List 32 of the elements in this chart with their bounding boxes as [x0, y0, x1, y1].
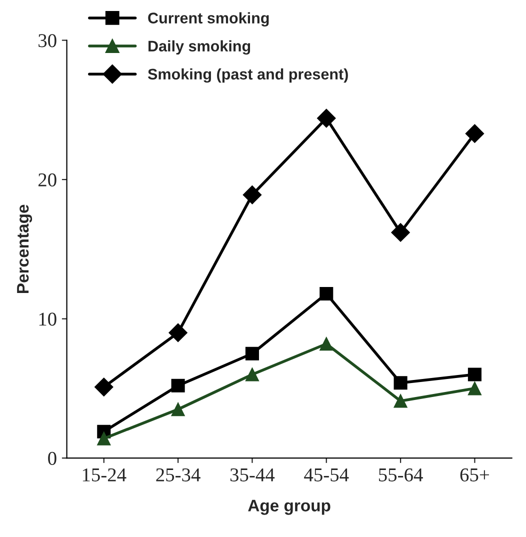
point	[94, 378, 114, 396]
y-tick-label: 30	[38, 34, 56, 48]
x-tick-label: 15-24	[82, 468, 126, 482]
point	[171, 378, 185, 392]
point	[320, 337, 334, 351]
point	[468, 382, 482, 396]
point	[245, 346, 259, 360]
point	[168, 323, 188, 342]
legend-label: Daily smoking	[148, 40, 250, 55]
legend-label: Smoking (past and present)	[148, 68, 348, 83]
x-tick-label: 45-54	[304, 468, 349, 482]
point	[317, 108, 336, 128]
point	[320, 286, 334, 300]
point	[171, 402, 185, 416]
point	[391, 223, 410, 242]
y-tick-label: 10	[39, 312, 56, 326]
x-tick-label: 35-44	[230, 468, 275, 482]
x-tick-label: 25-34	[156, 468, 200, 482]
legend-label: Current smoking	[148, 12, 269, 27]
y-tick-label: 20	[38, 173, 56, 186]
point	[97, 432, 111, 446]
x-tick-label: 65+	[460, 468, 489, 482]
point	[245, 368, 259, 382]
y-tick-label: 0	[48, 452, 56, 465]
point	[468, 368, 482, 382]
y-axis-title: Percentage	[17, 204, 32, 293]
x-axis-title: Age group	[248, 500, 330, 515]
point	[394, 394, 408, 408]
x-tick-label: 55-64	[379, 468, 423, 482]
point	[394, 376, 408, 390]
point	[465, 124, 484, 143]
point	[242, 185, 262, 204]
